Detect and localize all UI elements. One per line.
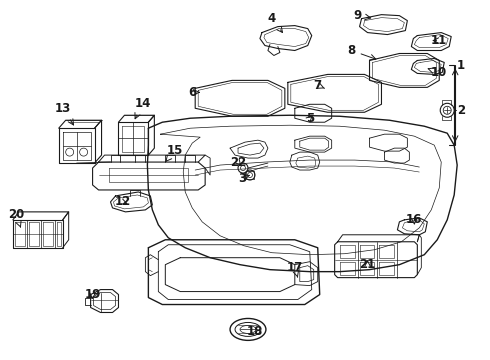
Text: 14: 14 (134, 97, 150, 119)
Text: 22: 22 (230, 156, 246, 168)
Text: 2: 2 (457, 104, 465, 117)
Text: 7: 7 (314, 79, 324, 92)
Text: 16: 16 (406, 213, 422, 226)
Text: 8: 8 (347, 44, 376, 60)
Text: 20: 20 (8, 208, 24, 227)
Text: 10: 10 (428, 66, 447, 79)
Text: 17: 17 (287, 261, 303, 277)
Text: 15: 15 (166, 144, 183, 162)
Text: 18: 18 (247, 325, 263, 338)
Text: 11: 11 (431, 34, 447, 47)
Text: 5: 5 (306, 112, 314, 125)
Text: 12: 12 (114, 195, 131, 208)
Text: 13: 13 (54, 102, 74, 125)
Text: 6: 6 (188, 86, 199, 99)
Text: 3: 3 (238, 171, 249, 185)
Text: 9: 9 (353, 9, 371, 22)
Text: 19: 19 (84, 288, 101, 301)
Text: 4: 4 (268, 12, 283, 32)
Text: 21: 21 (359, 258, 376, 271)
Text: 1: 1 (457, 59, 465, 72)
